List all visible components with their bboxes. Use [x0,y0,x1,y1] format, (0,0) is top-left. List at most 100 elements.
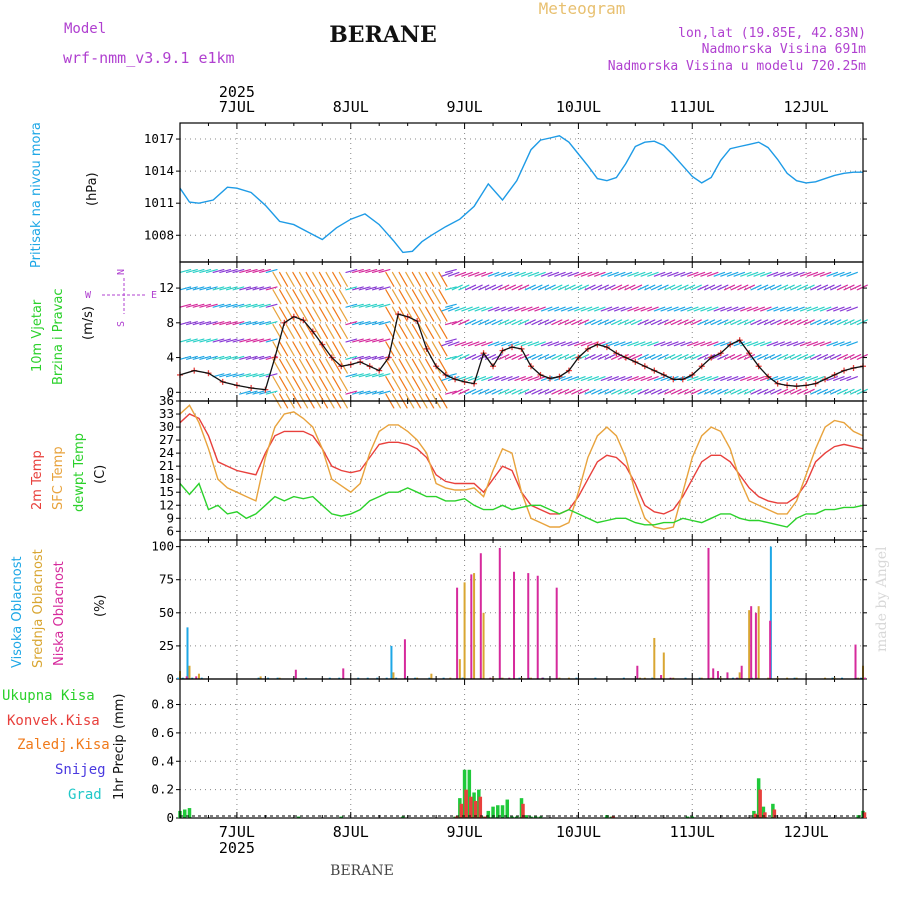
wind-barb [378,373,391,378]
wind-barb [239,268,251,274]
wind-barb [325,358,335,374]
cloud-ylabel-high: Visoka Oblacnost [10,556,25,668]
wind-barb [484,284,497,291]
wind-barb [447,341,460,347]
wind-barb [740,376,752,382]
wind-barb [332,289,342,305]
wind-barb [507,341,520,347]
wind-barb [613,306,626,312]
wind-barb [733,341,746,347]
wind-barb [633,376,646,382]
temp-ylabel-2m: 2m Temp [30,450,45,510]
wind-barb [524,319,536,326]
wind-barb [298,271,309,287]
bar [716,671,719,679]
wind-barb [557,319,570,326]
wind-barb [779,306,792,312]
cloud-ylabel-mid: Srednja Oblacnost [31,549,46,668]
bar [181,677,184,679]
wind-barb [810,319,822,326]
wind-barb [405,323,415,340]
cloud-ylabel-low: Niska Oblacnost [52,561,67,666]
wind-barb [225,286,238,291]
y-tick-label: 18 [159,471,174,486]
wind-barb [418,341,428,357]
wind-barb [700,306,712,312]
wind-barb [611,388,623,395]
wind-barb [192,286,205,291]
wind-barb [673,271,686,277]
wind-barb [587,341,599,347]
wind-barb [371,390,384,395]
wind-barb [630,354,643,360]
wind-barb [471,284,483,291]
wind-barb [467,306,480,312]
wind-barb [312,323,322,340]
y-tick-label: 8 [166,315,174,330]
svg-text:E: E [151,290,157,301]
wind-barb [647,376,659,382]
wind-barb [620,376,633,382]
bar [461,677,464,679]
wind-barb [531,388,543,395]
wind-barb [358,373,371,378]
wind-barb [398,341,408,357]
wind-barb [501,341,513,347]
bar [401,816,405,818]
bar [651,677,654,679]
wind-barb [567,341,580,347]
wind-barb [232,338,245,343]
wind-barb [611,319,623,326]
bar [498,547,501,679]
wind-barb [292,323,302,340]
wind-barb [411,376,422,392]
wind-barb [604,354,616,360]
wind-barb [743,388,755,395]
wind-barb [710,354,722,360]
wind-barb [534,306,546,312]
bar [831,677,834,679]
wind-barb [703,284,716,291]
wind-barb [803,388,815,395]
wind-barb [720,376,732,382]
wind-barb [325,376,335,392]
wind-barb [338,376,348,392]
wind-barb [179,268,192,274]
wind-barb [487,376,500,382]
wind-barb [431,289,441,305]
wind-barb [305,306,315,322]
wind-barb [667,306,679,312]
wind-barb [471,388,483,395]
wind-barb [693,306,706,312]
wind-barb [793,376,805,382]
bar [763,812,767,818]
y-tick-label: 0.6 [151,725,174,740]
wind-barb [345,373,358,378]
wind-barb [219,338,232,343]
wind-barb [607,376,619,382]
bar [735,677,738,679]
wind-barb [617,284,629,291]
top-year-label: 2025 [219,83,255,101]
wind-barb [438,323,448,340]
wind-barb [700,376,712,382]
wind-barb [332,323,342,340]
wind-barb [783,354,795,360]
wind-barb [534,271,546,277]
wind-barb [746,376,759,382]
wind-barb [205,355,218,360]
wind-barb [524,284,536,291]
wind-barb [464,388,477,395]
wind-barb [580,271,593,277]
wind-barb [743,319,755,326]
bar [772,809,777,818]
wind-barb [498,388,510,395]
wind-barb [179,303,192,308]
wind-barb [587,271,599,277]
bar [496,805,500,818]
y-tick-label: 4 [166,350,174,365]
bar [857,677,860,679]
wind-barb [850,388,862,395]
wind-barb [554,306,566,312]
bar [197,673,200,679]
